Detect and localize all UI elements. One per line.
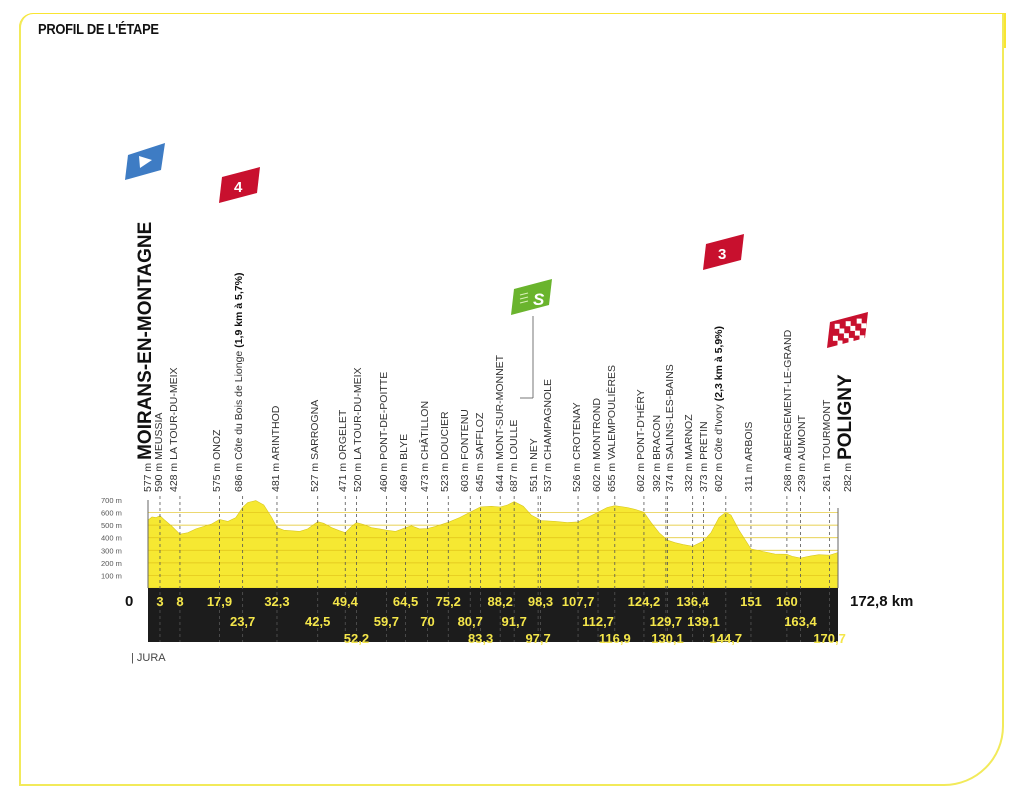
waypoint-label: 645 m SAFFLOZ [474,412,486,492]
waypoint-label: 602 m MONTROND [591,398,603,492]
km-label: 129,7 [650,614,683,629]
km-label: 80,7 [458,614,483,629]
y-tick-label: 400 m [101,534,122,543]
km-label: 163,4 [784,614,817,629]
km-label: 64,5 [393,594,418,609]
waypoint-label: 644 m MONT-SUR-MONNET [494,354,506,492]
waypoint-label: 603 m FONTENU [459,409,471,492]
sprint-flag-icon: S [511,279,552,399]
climb-cat4-flag-icon: 4 [219,167,260,203]
waypoint-label: 602 m Côte d'Ivory (2,3 km à 5,9%) [713,326,725,492]
waypoint-label: 520 m LA TOUR-DU-MEIX [352,368,364,493]
waypoint-label: 577 m MOIRANS-EN-MONTAGNE [135,222,156,492]
finish-flag-icon [827,312,868,348]
waypoint-label: 282 m POLIGNY [835,374,856,492]
elevation-profile-area [147,500,839,589]
km-label: 83,3 [468,631,493,646]
waypoint-label: 655 m VALEMPOULIÈRES [605,365,618,492]
waypoint-label: 471 m ORGELET [337,409,349,492]
y-tick-label: 700 m [101,496,122,505]
waypoint-label: 526 m CROTENAY [571,402,583,492]
waypoint-label: 602 m PONT-D'HÉRY [634,389,647,492]
y-tick-label: 200 m [101,559,122,568]
waypoint-label: 261 m TOURMONT [821,399,833,492]
km-label: 17,9 [207,594,232,609]
y-tick-label: 600 m [101,509,122,518]
waypoint-label: 332 m MARNOZ [683,414,695,492]
waypoint-label: 268 m ABERGEMENT-LE-GRAND [782,329,794,492]
km-label: 70 [420,614,434,629]
km-label: 170,7 [813,631,846,646]
km-label: 97,7 [525,631,550,646]
km-label: 88,2 [488,594,513,609]
km-label: 42,5 [305,614,330,629]
waypoint-label: 392 m BRACON [651,415,663,492]
km-bar [148,588,838,642]
waypoint-label: 239 m AUMONT [796,414,808,492]
waypoint-label: 687 m LOULLE [508,420,520,492]
waypoint-label: 428 m LA TOUR-DU-MEIX [168,368,180,493]
km-label: 130,1 [651,631,684,646]
km-label: 112,7 [582,614,614,629]
km-label: 59,7 [374,614,399,629]
waypoint-label: 527 m SARROGNA [309,400,321,492]
km-label: 107,7 [562,594,595,609]
y-tick-label: 100 m [101,571,122,580]
km-label: 160 [776,594,798,609]
waypoint-label: 373 m PRETIN [698,421,710,492]
km-label: 3 [156,594,163,609]
waypoint-label: 523 m DOUCIER [439,411,451,492]
waypoint-label: 460 m PONT-DE-POITTE [378,372,390,492]
y-axis: 100 m 200 m 300 m 400 m 500 m 600 m 700 m [101,496,839,588]
waypoint-dashes [159,496,831,642]
svg-text:S: S [533,290,545,309]
start-km-label: 0 [125,593,133,610]
km-label: 49,4 [333,594,359,609]
svg-text:4: 4 [234,179,243,196]
total-distance-label: 172,8 km [850,593,913,610]
waypoint-label: 469 m BLYE [398,434,410,492]
waypoint-label: 537 m CHAMPAGNOLE [542,379,554,492]
km-label: 32,3 [264,594,289,609]
waypoint-label: 311 m ARBOIS [743,422,755,492]
waypoint-label: 551 m NEY [528,438,540,492]
km-label: 52,2 [344,631,369,646]
page-title: PROFIL DE L'ÉTAPE [38,21,159,38]
svg-text:3: 3 [718,246,726,263]
km-label: 116,9 [599,631,631,646]
waypoint-label: 590 m MEUSSIA [153,413,165,492]
km-label: 75,2 [436,594,461,609]
waypoint-label: 481 m ARINTHOD [270,405,282,492]
start-flag-icon [125,143,165,180]
km-label: 124,2 [628,594,661,609]
y-tick-label: 500 m [101,521,122,530]
waypoint-label: 473 m CHÂTILLON [418,401,431,492]
km-labels: 3 8 17,9 23,7 32,3 42,549,4 52,2 59,7 64,57075,2… [156,594,846,646]
km-label: 139,1 [687,614,720,629]
y-tick-label: 300 m [101,546,122,555]
km-label: 98,3 [528,594,553,609]
content-frame [19,14,1004,786]
waypoint-label: 575 m ONOZ [211,429,223,492]
km-label: 8 [176,594,183,609]
waypoint-label: 374 m SALINS-LES-BAINS [664,364,676,492]
km-label: 91,7 [502,614,527,629]
km-label: 136,4 [676,594,709,609]
waypoint-label: 686 m Côte du Bois de Lionge (1,9 km à 5… [233,273,245,493]
region-label: | JURA [131,652,166,664]
km-label: 151 [740,594,762,609]
climb-cat3-flag-icon: 3 [703,234,744,270]
km-label: 23,7 [230,614,255,629]
elevation-grid-overlay [148,512,838,576]
km-label: 144,7 [710,631,743,646]
